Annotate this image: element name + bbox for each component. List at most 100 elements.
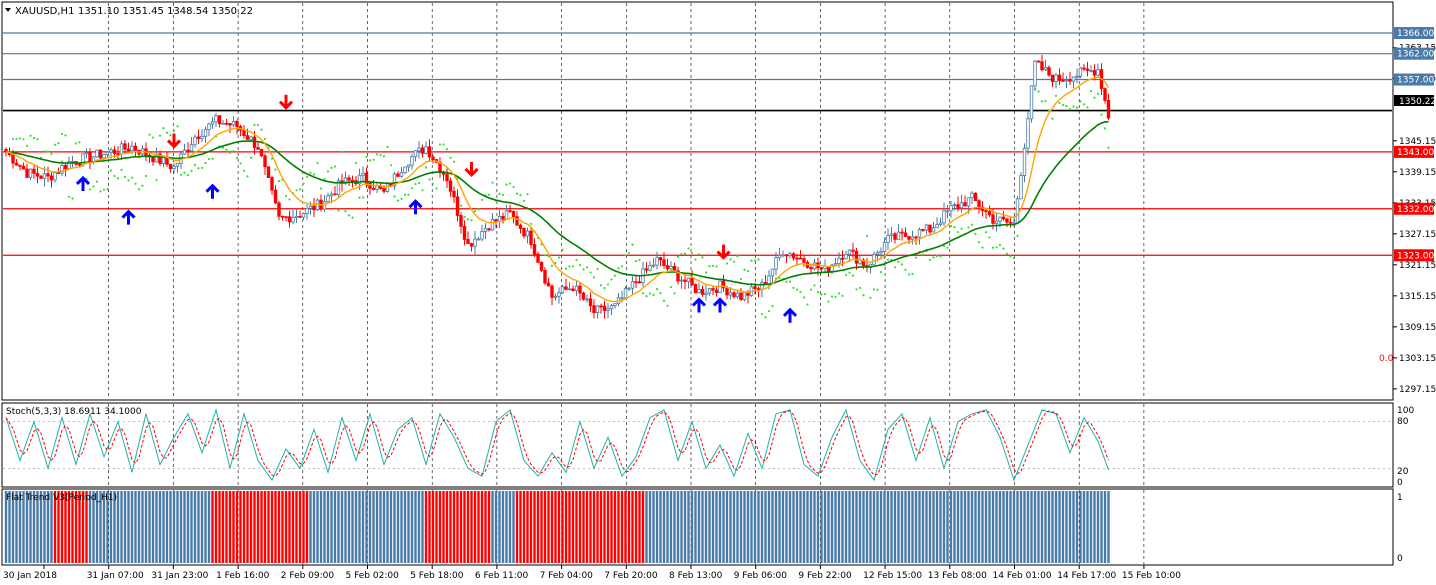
candle-body: [931, 227, 936, 233]
flat-trend-bar: [1051, 491, 1054, 563]
time-axis[interactable]: 30 Jan 2018 31 Jan 07:00 31 Jan 23:00 1 Feb…: [3, 565, 1181, 581]
dropdown-triangle-icon[interactable]: [5, 8, 11, 12]
flat-trend-bar: [638, 491, 641, 563]
candle-body: [581, 292, 586, 300]
candle-body: [637, 281, 642, 284]
sar-dot: [246, 175, 249, 178]
candle-body: [900, 231, 904, 234]
candle-body: [420, 147, 425, 154]
flat-trend-bar: [543, 491, 547, 563]
sar-dot: [123, 175, 127, 179]
flat-trend-bar: [204, 491, 207, 563]
flat-trend-bar: [669, 491, 673, 563]
candle-body: [588, 298, 593, 307]
flat-trend-bar: [914, 491, 918, 563]
flat-trend-bar: [813, 491, 816, 563]
candle-body: [812, 262, 817, 270]
sar-dot: [32, 137, 36, 140]
candle-body: [21, 165, 26, 170]
sar-dot: [939, 255, 942, 258]
candle-body: [308, 205, 313, 209]
flat-trend-bar: [389, 491, 393, 563]
horizontal-levels[interactable]: [3, 32, 1392, 256]
candle-body: [924, 224, 929, 231]
candle-body: [1005, 218, 1009, 223]
candle-body: [672, 266, 677, 272]
flat-trend-bar: [827, 491, 830, 563]
flat-trend-bar: [284, 491, 288, 563]
flat-trend-bar: [585, 491, 589, 563]
candle-body: [690, 277, 694, 285]
sar-dot: [715, 265, 718, 268]
sar-dot: [645, 295, 648, 298]
candle-body: [277, 202, 281, 217]
flat-trend-bar: [491, 491, 494, 563]
symbol-timeframe: XAUUSD,H1: [15, 6, 74, 17]
flat-trend-bar: [967, 491, 970, 563]
flat-trend-bar: [410, 491, 414, 563]
sar-dot: [858, 286, 862, 290]
flat-trend-bar: [1023, 491, 1026, 563]
sar-dot: [204, 161, 207, 165]
flat-trend-bar: [837, 491, 841, 563]
flat-trend-bar: [645, 491, 648, 563]
sar-dot: [802, 296, 806, 299]
candle-body: [798, 257, 803, 260]
candle-body: [952, 204, 957, 207]
flat-trend-bar: [648, 491, 652, 563]
flat-trend-bar: [631, 491, 634, 563]
candle-body: [193, 136, 197, 146]
sar-dot: [1054, 94, 1058, 97]
candle-body: [343, 177, 348, 184]
candle-body: [298, 216, 302, 218]
level-price-label: 1332.00: [1397, 205, 1434, 215]
candle-body: [847, 249, 852, 255]
flat-trend-bar: [428, 491, 431, 563]
flat-trend-bar: [442, 491, 445, 563]
candle-body: [721, 280, 726, 289]
candle-body: [511, 211, 516, 218]
sar-dot: [1058, 101, 1061, 105]
price-tick-label: 1297.15: [1399, 385, 1436, 395]
candle-body: [116, 153, 120, 155]
flat-trend-histogram: [4, 491, 1110, 563]
candle-body: [1057, 74, 1062, 81]
candle-body: [196, 136, 201, 139]
price-panel[interactable]: [1, 1, 1394, 401]
sar-dot: [211, 157, 214, 160]
flat-trend-bar: [680, 491, 683, 563]
up-arrow-icon: [75, 175, 91, 191]
flat-trend-bar: [190, 491, 193, 563]
flat-trend-bar: [578, 491, 582, 563]
flat-trend-bar: [711, 491, 715, 563]
flat-trend-panel[interactable]: [1, 488, 1394, 566]
candle-body: [133, 145, 138, 151]
flat-trend-bar: [1019, 491, 1023, 563]
flat-trend-bar: [88, 491, 92, 563]
slow-moving-average: [5, 120, 1109, 286]
stoch-tick-80: 80: [1397, 417, 1409, 427]
fast-moving-average: [5, 76, 1110, 303]
flat-trend-bar: [834, 491, 837, 563]
sar-dot: [67, 195, 71, 198]
candle-body: [158, 153, 162, 164]
candle-body: [245, 135, 250, 140]
candle-body: [396, 173, 400, 177]
sar-dot: [1072, 105, 1075, 108]
stoch-panel[interactable]: [1, 402, 1394, 488]
sar-dot: [823, 293, 827, 296]
stoch-signal-line: [5, 410, 1109, 477]
flat-trend-bar: [1061, 491, 1065, 563]
flat-trend-bar: [421, 491, 424, 563]
candle-body: [462, 225, 467, 240]
flat-trend-bar: [291, 491, 295, 563]
sar-dot: [1016, 234, 1019, 237]
sar-dot: [340, 150, 344, 153]
sar-dot: [841, 294, 844, 297]
candle-body: [431, 156, 435, 160]
sar-dot: [641, 292, 645, 295]
price-tick-label: 1303.15: [1399, 354, 1436, 364]
candle-body: [231, 120, 236, 126]
flat-trend-bar: [666, 491, 669, 563]
